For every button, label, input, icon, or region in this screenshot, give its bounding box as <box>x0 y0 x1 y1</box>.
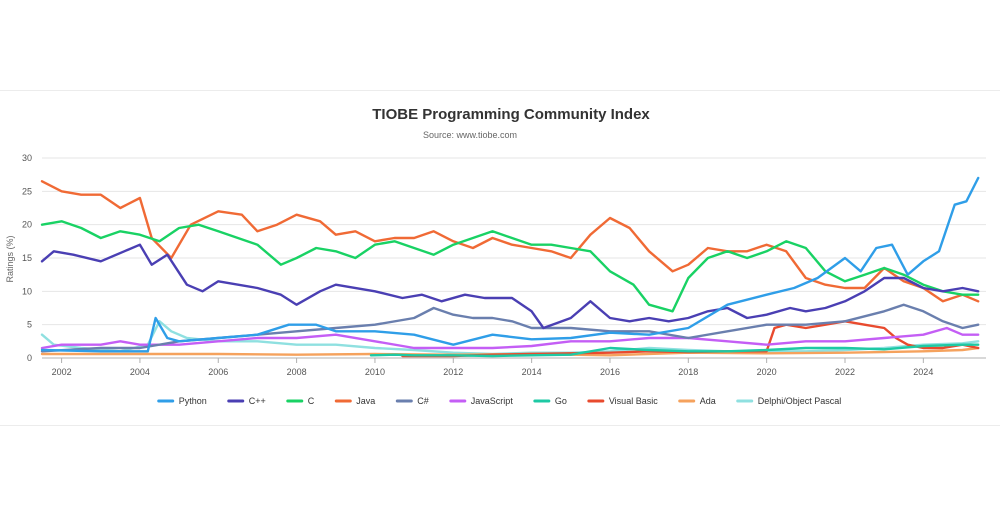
legend: Python C++ C Java C# JavaScript Go Visual Basic… <box>157 396 842 406</box>
y-tick-label-30: 30 <box>22 153 32 163</box>
series-line-c[interactable] <box>40 243 980 330</box>
legend-label: Delphi/Object Pascal <box>758 396 842 406</box>
legend-item-go[interactable]: Go <box>533 396 567 406</box>
y-axis-ticks: 0 5 10 15 20 25 30 <box>22 153 32 363</box>
legend-label: Python <box>179 396 207 406</box>
legend-label: C# <box>417 396 429 406</box>
series-line-java[interactable] <box>40 180 980 303</box>
series-line-python[interactable] <box>40 176 980 353</box>
y-tick-label-5: 5 <box>27 320 32 330</box>
x-tick-label-2004: 2004 <box>130 367 150 377</box>
bottom-divider <box>0 425 1000 426</box>
legend-label: Ada <box>700 396 716 406</box>
series-line-go[interactable] <box>369 343 980 358</box>
series-lines <box>40 176 980 358</box>
y-tick-label-15: 15 <box>22 253 32 263</box>
x-tick-label-2006: 2006 <box>208 367 228 377</box>
x-tick-label-2008: 2008 <box>287 367 307 377</box>
legend-item-delphi-object-pascal[interactable]: Delphi/Object Pascal <box>736 396 842 406</box>
legend-item-java[interactable]: Java <box>334 396 375 406</box>
x-tick-label-2012: 2012 <box>443 367 463 377</box>
legend-item-c[interactable]: C# <box>395 396 429 406</box>
series-line-delphi-object-pascal[interactable] <box>40 320 980 356</box>
top-divider <box>0 90 1000 91</box>
x-tick-label-2018: 2018 <box>678 367 698 377</box>
legend-item-c[interactable]: C <box>286 396 315 406</box>
y-tick-label-20: 20 <box>22 220 32 230</box>
legend-item-ada[interactable]: Ada <box>678 396 716 406</box>
y-axis-title: Ratings (%) <box>5 235 15 282</box>
x-tick-label-2014: 2014 <box>522 367 542 377</box>
legend-item-python[interactable]: Python <box>157 396 207 406</box>
legend-label: Java <box>356 396 375 406</box>
x-tick-label-2024: 2024 <box>913 367 933 377</box>
y-tick-label-10: 10 <box>22 286 32 296</box>
chart-title: TIOBE Programming Community Index <box>372 106 650 123</box>
legend-label: Visual Basic <box>609 396 658 406</box>
legend-item-c[interactable]: C++ <box>227 396 266 406</box>
legend-item-visual-basic[interactable]: Visual Basic <box>587 396 658 406</box>
x-tick-label-2020: 2020 <box>757 367 777 377</box>
x-tick-label-2010: 2010 <box>365 367 385 377</box>
series-line-javascript[interactable] <box>40 326 980 350</box>
x-axis-ticks: 2002 2004 2006 2008 2010 2012 2014 2016 2018 2020… <box>52 358 933 377</box>
chart-subtitle: Source: www.tiobe.com <box>423 130 517 140</box>
legend-label: Go <box>555 396 567 406</box>
legend-item-javascript[interactable]: JavaScript <box>449 396 514 406</box>
y-tick-label-25: 25 <box>22 186 32 196</box>
legend-label: JavaScript <box>471 396 514 406</box>
x-tick-label-2002: 2002 <box>52 367 72 377</box>
legend-label: C <box>308 396 315 406</box>
x-tick-label-2016: 2016 <box>600 367 620 377</box>
x-tick-label-2022: 2022 <box>835 367 855 377</box>
legend-label: C++ <box>249 396 266 406</box>
y-tick-label-0: 0 <box>27 353 32 363</box>
